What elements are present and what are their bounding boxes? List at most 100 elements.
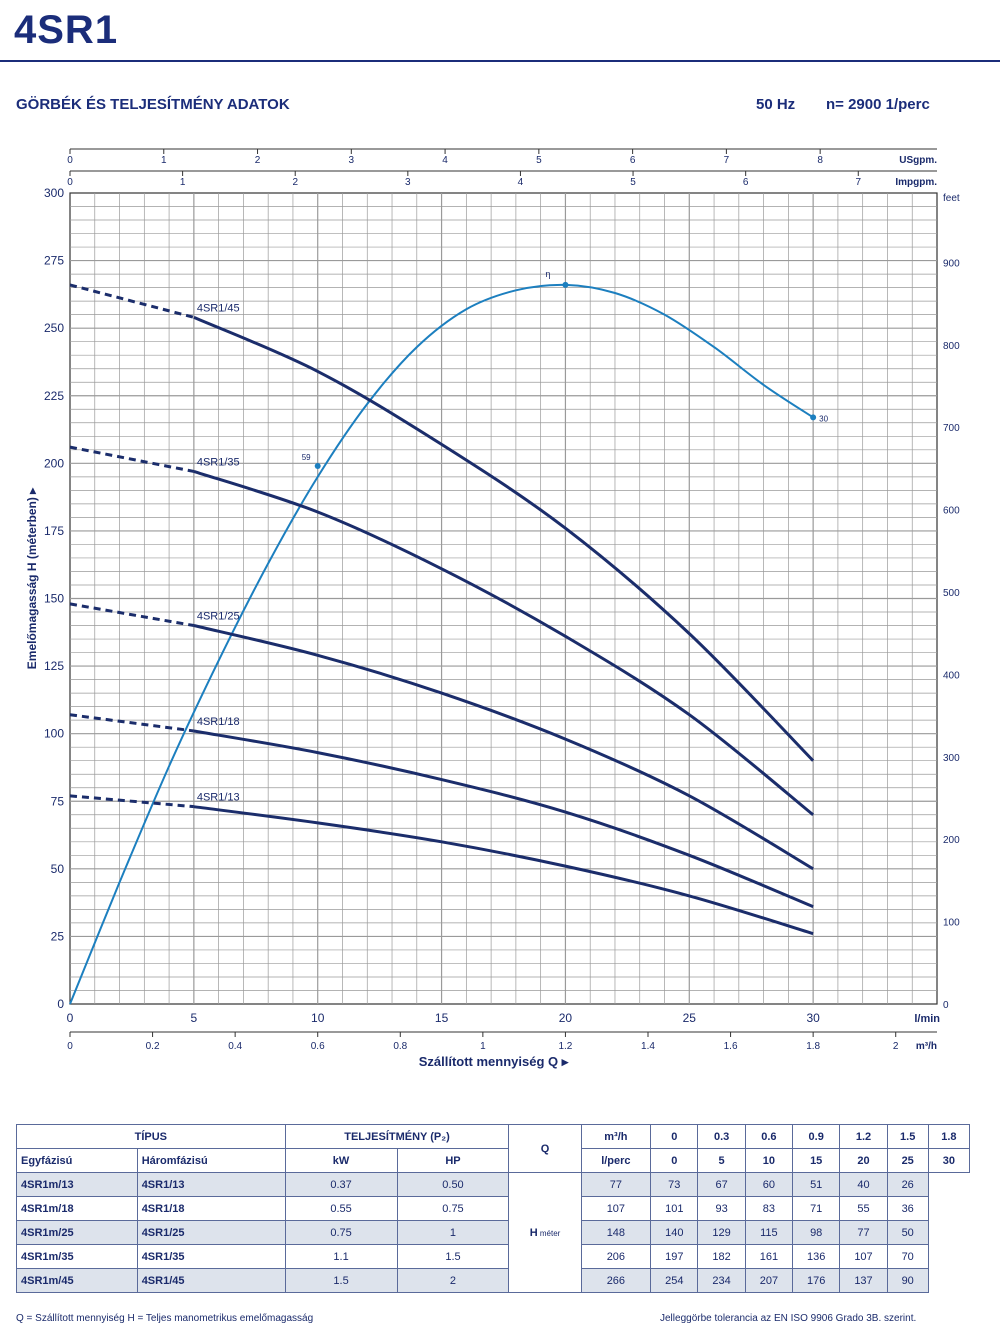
feet-tick-label: 200 xyxy=(943,835,960,846)
usgpm-tick-label: 2 xyxy=(255,155,261,166)
chart-axes xyxy=(69,148,937,1037)
head-value: 36 xyxy=(886,1196,929,1221)
impgpm-tick-label: 6 xyxy=(743,177,749,188)
efficiency-marker xyxy=(810,414,817,421)
lperc-value: 0 xyxy=(650,1148,699,1173)
head-value: 55 xyxy=(839,1196,888,1221)
feet-tick-label: 600 xyxy=(943,506,960,517)
impgpm-tick-label: 5 xyxy=(630,177,636,188)
efficiency-marker-label: 30 xyxy=(819,414,828,423)
three-phase-model: 4SR1/13 xyxy=(136,1172,286,1197)
head-curve xyxy=(193,729,814,909)
y-tick-label: 250 xyxy=(44,321,64,335)
header-m3h: m³/h xyxy=(580,1124,652,1149)
m3h-value: 1.2 xyxy=(839,1124,888,1149)
y-tick-label: 225 xyxy=(44,389,64,403)
header-three-phase: Háromfázisú xyxy=(136,1148,286,1173)
h-label: H méter xyxy=(508,1172,582,1293)
series-label: 4SR1/18 xyxy=(197,716,240,728)
feet-tick-label: 900 xyxy=(943,258,960,269)
head-value: 161 xyxy=(744,1244,794,1269)
pump-curve-chart: 0255075100125150175200225250275300010020… xyxy=(25,148,960,1069)
m3h-tick-label: 2 xyxy=(893,1041,899,1052)
head-value: 254 xyxy=(650,1268,699,1293)
efficiency-label: η xyxy=(545,269,550,279)
table-row: 4SR1m/45 4SR1/45 1.5 2 266 254 234 207 176 137 90 xyxy=(16,1268,970,1293)
header-hp: HP xyxy=(396,1148,510,1173)
head-value: 93 xyxy=(697,1196,746,1221)
lperc-value: 5 xyxy=(697,1148,746,1173)
table-header-row-2: Egyfázisú Háromfázisú kW HP l/perc 0 5 10 1… xyxy=(16,1148,971,1173)
performance-table: TÍPUS TELJESÍTMÉNY (P₂) Q m³/h 0 0.3 0.6 0.… xyxy=(16,1124,971,1293)
head-value: 197 xyxy=(650,1244,699,1269)
chart-grid xyxy=(69,192,938,1005)
impgpm-unit-label: Impgpm. xyxy=(895,177,937,188)
title-divider xyxy=(0,60,1000,62)
chart-labels: 0255075100125150175200225250275300010020… xyxy=(25,155,960,1069)
efficiency-marker-label: 59 xyxy=(302,453,311,462)
efficiency-curve-group xyxy=(69,281,817,1005)
usgpm-tick-label: 3 xyxy=(349,155,355,166)
head-value: 266 xyxy=(580,1268,652,1293)
power-hp: 0.50 xyxy=(396,1172,510,1197)
head-value: 77 xyxy=(580,1172,652,1197)
single-phase-model: 4SR1m/18 xyxy=(16,1196,138,1221)
usgpm-tick-label: 0 xyxy=(67,155,73,166)
header-kw: kW xyxy=(284,1148,398,1173)
y-tick-label: 150 xyxy=(44,592,64,606)
x-tick-label: 10 xyxy=(311,1011,325,1025)
header-lperc: l/perc xyxy=(580,1148,652,1173)
power-kw: 0.75 xyxy=(284,1220,398,1245)
power-hp: 1.5 xyxy=(396,1244,510,1269)
header-q: Q xyxy=(508,1124,582,1173)
three-phase-model: 4SR1/35 xyxy=(136,1244,286,1269)
power-kw: 1.1 xyxy=(284,1244,398,1269)
frequency-label: 50 Hz xyxy=(756,96,796,113)
m3h-value: 0.3 xyxy=(697,1124,746,1149)
x-tick-label: 30 xyxy=(806,1011,820,1025)
y-tick-label: 50 xyxy=(51,862,65,876)
table-row: 4SR1m/13 4SR1/13 0.37 0.50 H méter 77 73 67 60 51… xyxy=(16,1172,970,1293)
efficiency-marker xyxy=(314,463,321,470)
head-curves-group xyxy=(69,283,815,936)
usgpm-tick-label: 5 xyxy=(536,155,542,166)
lperc-value: 30 xyxy=(927,1148,971,1173)
head-value: 206 xyxy=(580,1244,652,1269)
head-value: 129 xyxy=(697,1220,746,1245)
series-label: 4SR1/45 xyxy=(197,302,240,314)
power-kw: 1.5 xyxy=(284,1268,398,1293)
table-row: 4SR1m/25 4SR1/25 0.75 1 148 140 129 115 98 77 50 xyxy=(16,1220,970,1245)
page-title: 4SR1 xyxy=(14,8,119,52)
head-value: 137 xyxy=(839,1268,888,1293)
x-tick-label: 25 xyxy=(683,1011,697,1025)
m3h-value: 1.5 xyxy=(886,1124,929,1149)
m3h-tick-label: 0.6 xyxy=(311,1041,325,1052)
m3h-unit-label: m³/h xyxy=(916,1041,937,1052)
feet-unit-label: feet xyxy=(943,193,960,204)
three-phase-model: 4SR1/18 xyxy=(136,1196,286,1221)
lperc-value: 10 xyxy=(744,1148,794,1173)
m3h-value: 0.9 xyxy=(792,1124,841,1149)
section-subtitle: GÖRBÉK ÉS TELJESÍTMÉNY ADATOK xyxy=(16,96,290,113)
head-value: 207 xyxy=(744,1268,794,1293)
impgpm-tick-label: 0 xyxy=(67,177,73,188)
m3h-tick-label: 1.4 xyxy=(641,1041,655,1052)
three-phase-model: 4SR1/45 xyxy=(136,1268,286,1293)
m3h-tick-label: 0.4 xyxy=(228,1041,242,1052)
head-value: 77 xyxy=(839,1220,888,1245)
feet-tick-label: 300 xyxy=(943,753,960,764)
single-phase-model: 4SR1m/35 xyxy=(16,1244,138,1269)
header-power: TELJESÍTMÉNY (P₂) xyxy=(284,1124,510,1149)
series-label: 4SR1/35 xyxy=(197,456,240,468)
single-phase-model: 4SR1m/45 xyxy=(16,1268,138,1293)
y-tick-label: 175 xyxy=(44,524,64,538)
head-value: 182 xyxy=(697,1244,746,1269)
y-axis-title: Emelőmagasság H (méterben) ▸ xyxy=(25,487,39,669)
usgpm-tick-label: 6 xyxy=(630,155,636,166)
head-value: 67 xyxy=(697,1172,746,1197)
y-tick-label: 125 xyxy=(44,659,64,673)
header-single-phase: Egyfázisú xyxy=(16,1148,138,1173)
head-curve-dashed xyxy=(69,713,195,733)
power-hp: 1 xyxy=(396,1220,510,1245)
footer-tolerance: Jelleggörbe tolerancia az EN ISO 9906 Gr… xyxy=(660,1313,917,1324)
